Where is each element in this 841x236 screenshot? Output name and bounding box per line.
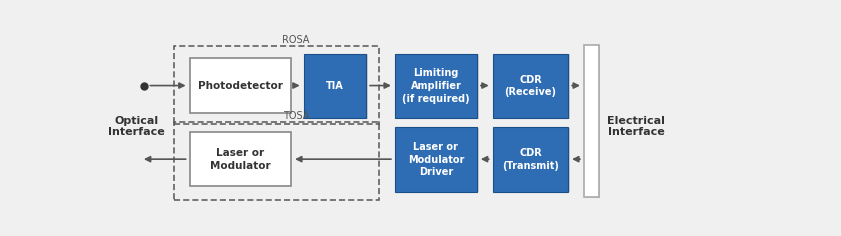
Bar <box>493 127 568 192</box>
Text: Laser or
Modulator: Laser or Modulator <box>210 148 271 171</box>
Bar <box>395 127 477 192</box>
Text: Optical
Interface: Optical Interface <box>108 116 165 137</box>
Bar <box>493 54 568 118</box>
Text: CDR
(Transmit): CDR (Transmit) <box>502 148 559 171</box>
Text: Electrical
Interface: Electrical Interface <box>607 116 665 137</box>
Bar <box>190 132 291 186</box>
Bar <box>495 54 570 119</box>
Text: TOSA: TOSA <box>283 111 309 121</box>
Bar <box>586 45 600 198</box>
Bar <box>304 54 366 118</box>
Bar <box>495 128 570 192</box>
Text: ROSA: ROSA <box>282 35 309 45</box>
Bar <box>397 128 479 192</box>
Text: Laser or
Modulator
Driver: Laser or Modulator Driver <box>408 142 464 177</box>
Bar <box>395 54 477 118</box>
Bar <box>173 122 378 200</box>
Bar <box>584 45 599 197</box>
Text: Limiting
Amplifier
(if required): Limiting Amplifier (if required) <box>402 68 470 104</box>
Text: Photodetector: Photodetector <box>198 80 283 91</box>
Bar <box>306 54 368 119</box>
Text: CDR
(Receive): CDR (Receive) <box>505 75 557 97</box>
Text: TIA: TIA <box>326 81 344 91</box>
Bar <box>190 58 291 113</box>
Bar <box>173 46 378 124</box>
Bar <box>397 54 479 119</box>
